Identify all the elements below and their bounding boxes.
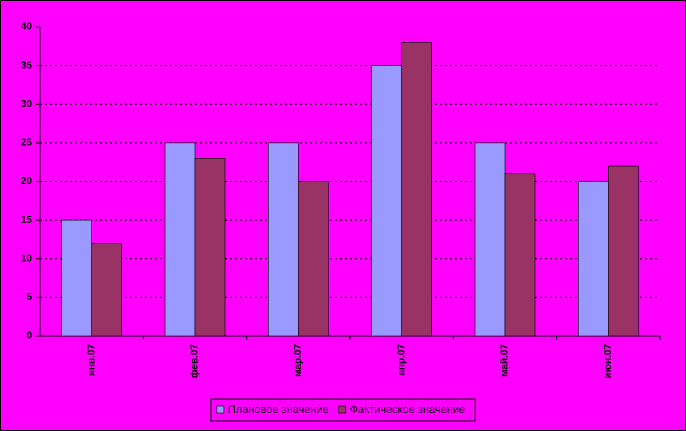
bar [298, 181, 329, 337]
x-tick-label: июн.07 [603, 344, 614, 379]
legend-label: Плановое значение [228, 404, 329, 416]
bar [504, 173, 536, 337]
y-tick-label: 30 [21, 99, 33, 110]
bar [401, 42, 432, 337]
y-tick-label: 15 [21, 215, 33, 226]
y-tick-label: 5 [26, 292, 32, 303]
bar [164, 142, 196, 337]
y-tick-label: 0 [26, 331, 32, 342]
y-tick-label: 40 [21, 22, 33, 33]
legend: Плановое значение Фактическое значение [210, 398, 476, 422]
x-tick-label: мар.07 [293, 344, 304, 377]
y-tick-label: 20 [21, 176, 33, 187]
bar [91, 243, 122, 337]
bar [268, 142, 299, 337]
y-tick-label: 35 [21, 60, 33, 71]
x-tick-label: фев.07 [189, 344, 201, 379]
x-tick-label: янв.07 [86, 344, 97, 376]
x-tick-label: апр.07 [396, 344, 407, 376]
bar [608, 165, 639, 337]
y-tick-label: 10 [21, 253, 33, 264]
legend-swatch [216, 405, 225, 414]
bar [578, 181, 609, 337]
bar [61, 219, 92, 337]
y-tick-label: 25 [21, 138, 33, 149]
bar [474, 142, 506, 337]
bar [194, 158, 226, 337]
legend-label: Фактическое значение [350, 404, 465, 416]
bar [371, 65, 402, 337]
x-tick-label: май.07 [500, 344, 511, 377]
legend-swatch [338, 405, 347, 414]
